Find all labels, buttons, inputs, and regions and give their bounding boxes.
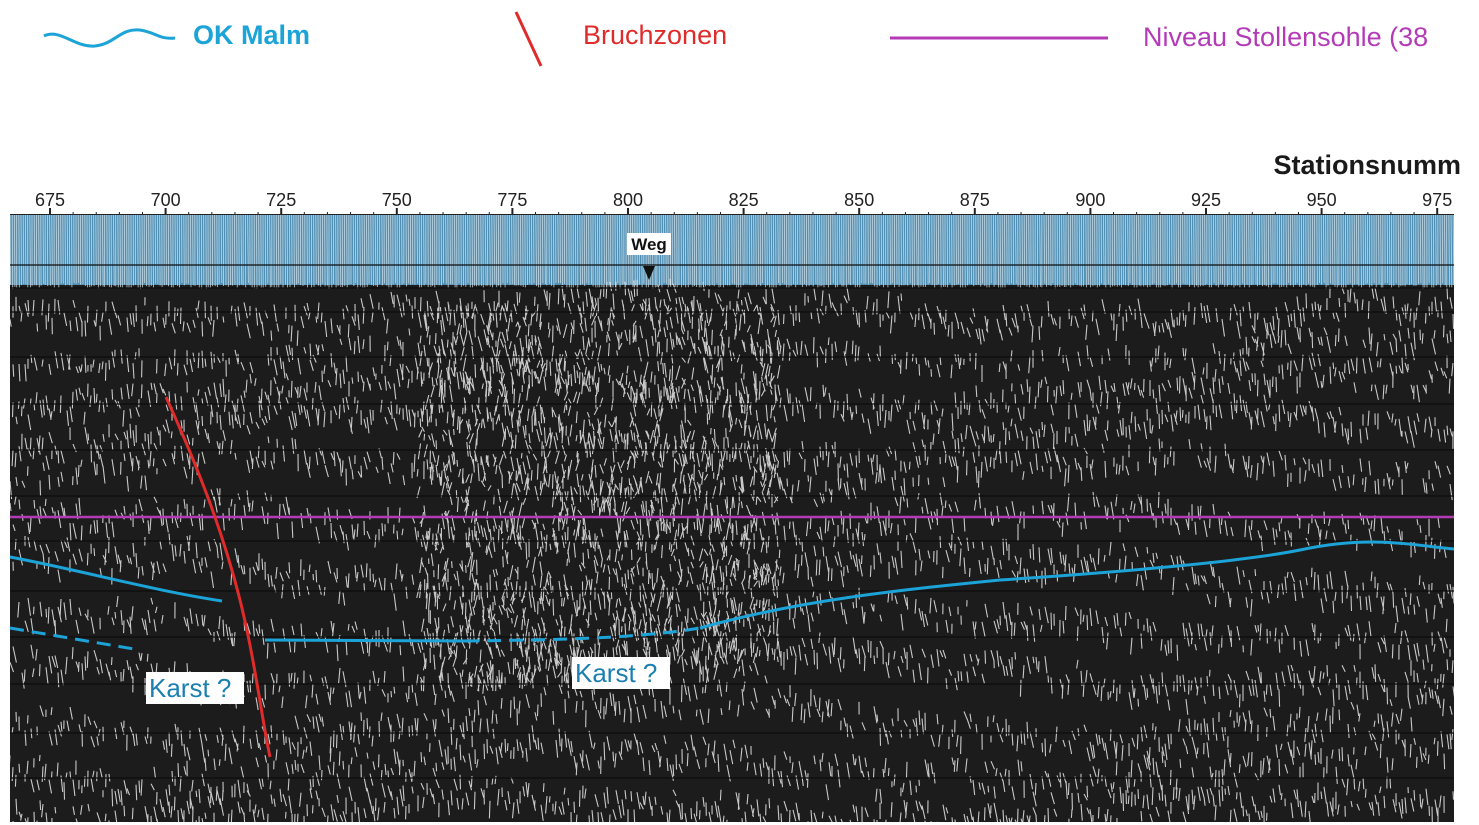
interpretation-overlay: Weg Karst ? Karst ? bbox=[9, 233, 1455, 758]
karst-label: Karst ? bbox=[149, 673, 231, 703]
legend-malm-symbol bbox=[43, 28, 176, 48]
weg-marker-arrow bbox=[643, 266, 655, 280]
axis-tick-label: 925 bbox=[1191, 190, 1221, 210]
axis-tick-label: 800 bbox=[613, 190, 643, 210]
section-background bbox=[10, 215, 1454, 822]
karst-label-box bbox=[146, 672, 244, 704]
malm-horizon-right bbox=[699, 540, 1455, 630]
reflection-strokes bbox=[10, 278, 1454, 822]
legend-level-label: Niveau Stollensohle (38 bbox=[1143, 22, 1429, 52]
fault-line bbox=[164, 396, 272, 758]
weg-marker-box bbox=[627, 233, 671, 255]
malm-horizon-dashed-center bbox=[464, 626, 701, 643]
axis-tick-label: 725 bbox=[266, 190, 296, 210]
surface-band bbox=[10, 215, 1454, 289]
axis-tick-label: 775 bbox=[497, 190, 527, 210]
axis-tick-label: 950 bbox=[1307, 190, 1337, 210]
weg-marker-label: Weg bbox=[631, 235, 667, 254]
karst-label-box bbox=[572, 657, 670, 689]
legend-fault-label: Bruchzonen bbox=[583, 20, 728, 50]
axis-tick-label: 850 bbox=[844, 190, 874, 210]
axis-tick-label: 975 bbox=[1422, 190, 1452, 210]
legend-fault-symbol bbox=[514, 11, 543, 67]
axis-tick-label: 675 bbox=[35, 190, 65, 210]
malm-horizon-left bbox=[9, 555, 223, 603]
reflection-pattern bbox=[10, 278, 1454, 822]
legend-malm-label: OK Malm bbox=[193, 20, 311, 50]
malm-horizon-center bbox=[264, 638, 466, 643]
axis-tick-label: 700 bbox=[151, 190, 181, 210]
karst-label: Karst ? bbox=[575, 658, 657, 688]
axis-tick-label: 875 bbox=[960, 190, 990, 210]
axis-tick-label: 825 bbox=[729, 190, 759, 210]
axis-layer: 675 700 725 750 775 800 825 850 875 900 925 950 975 bbox=[10, 190, 1454, 216]
axis-title: Stationsnumm bbox=[1273, 150, 1461, 180]
axis-tick-label: 900 bbox=[1075, 190, 1105, 210]
legend-level-symbol bbox=[890, 36, 1108, 40]
axis-tick-label: 750 bbox=[382, 190, 412, 210]
time-lines bbox=[10, 264, 1454, 779]
